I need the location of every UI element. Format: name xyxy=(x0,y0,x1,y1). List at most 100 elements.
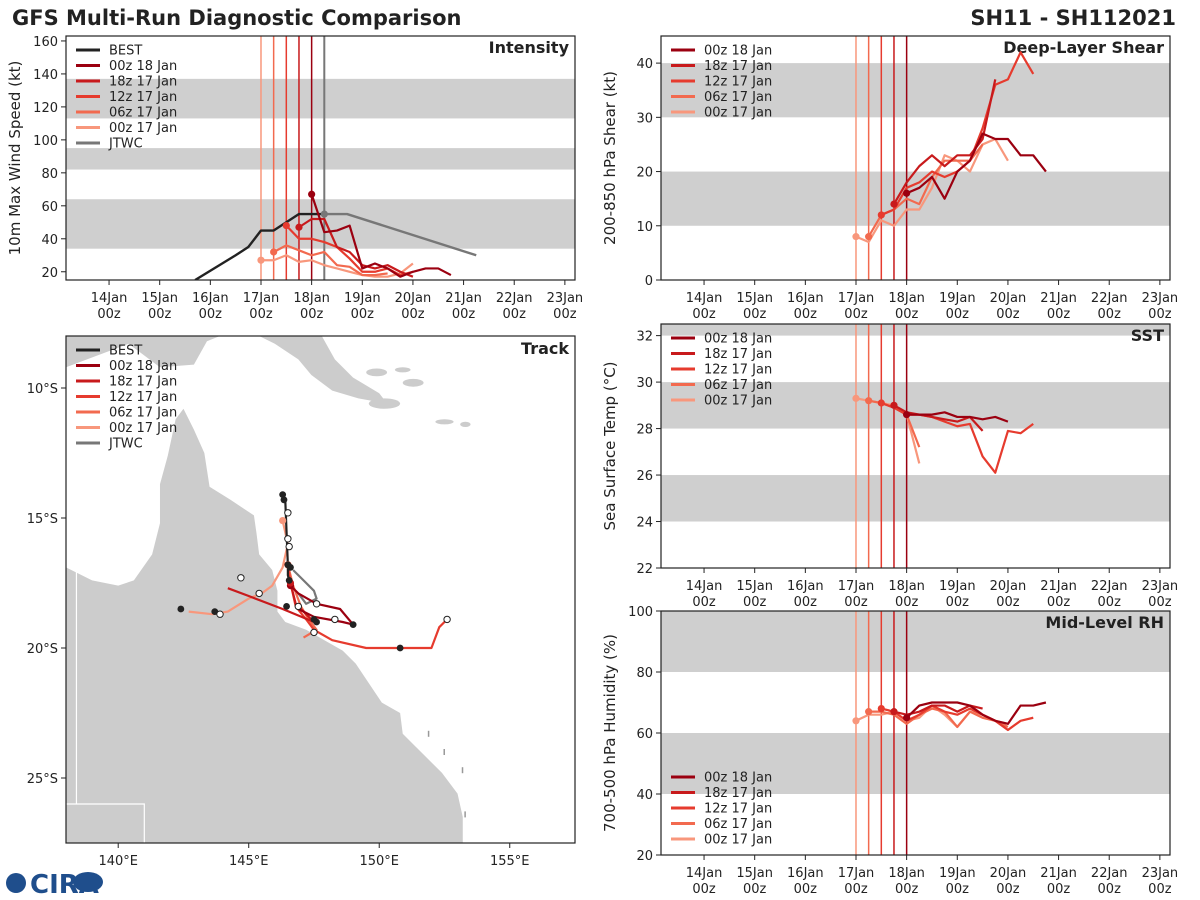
run-start-point xyxy=(903,189,911,197)
x-tick-label-hour: 00z xyxy=(692,882,716,897)
x-tick-label-hour: 00z xyxy=(844,595,868,610)
legend-label: 18z 17 Jan xyxy=(109,375,177,390)
y-tick-label: 100 xyxy=(628,605,653,620)
x-tick-label-hour: 00z xyxy=(895,595,919,610)
lat-tick-label: 20°S xyxy=(27,642,58,657)
x-tick-label-hour: 00z xyxy=(844,307,868,322)
run-line-4 xyxy=(260,254,414,278)
x-tick-label-date: 14Jan xyxy=(91,291,128,306)
x-tick-label-date: 18Jan xyxy=(888,579,925,594)
x-tick-label-hour: 00z xyxy=(1098,595,1122,610)
x-tick-label-hour: 00z xyxy=(300,307,324,322)
legend-label: 00z 17 Jan xyxy=(704,106,772,121)
run-line-0 xyxy=(905,701,1047,725)
panel-title: SST xyxy=(1131,326,1164,345)
run-start-point xyxy=(865,397,873,405)
y-tick-label: 60 xyxy=(41,200,58,215)
legend-label: 00z 18 Jan xyxy=(109,59,177,74)
series-group xyxy=(852,701,1047,732)
legend-label: 00z 17 Jan xyxy=(704,833,772,848)
legend-label: BEST xyxy=(109,44,142,59)
x-tick-label-hour: 00z xyxy=(794,307,818,322)
island xyxy=(402,378,424,387)
x-tick-label-date: 14Jan xyxy=(686,291,723,306)
x-tick-label-hour: 00z xyxy=(1148,882,1172,897)
position-marker-open xyxy=(216,610,224,618)
x-tick-label-date: 23Jan xyxy=(547,291,584,306)
x-tick-label-date: 22Jan xyxy=(1091,291,1128,306)
x-tick-label-hour: 00z xyxy=(452,307,476,322)
x-tick-label-hour: 00z xyxy=(692,307,716,322)
shade-band xyxy=(66,78,575,119)
x-tick-label-hour: 00z xyxy=(996,595,1020,610)
lat-tick-label: 15°S xyxy=(27,512,58,527)
plot-frame xyxy=(660,35,1171,281)
y-tick-label: 30 xyxy=(636,376,653,391)
run-line-0 xyxy=(906,132,1047,200)
legend-label: 00z 18 Jan xyxy=(704,332,772,347)
map-layer xyxy=(66,336,575,843)
position-marker-open xyxy=(255,589,263,598)
x-tick-label-hour: 00z xyxy=(553,307,577,322)
legend-label: JTWC xyxy=(108,437,143,452)
series-group xyxy=(852,51,1047,244)
logo-globe-icon xyxy=(6,873,26,893)
run-line-1 xyxy=(298,217,414,278)
position-marker-open xyxy=(285,542,293,551)
logo-satellite-icon xyxy=(73,872,103,892)
y-tick-label: 40 xyxy=(636,788,653,803)
position-marker-open xyxy=(284,509,292,517)
x-tick-label-date: 18Jan xyxy=(888,291,925,306)
run-start-point xyxy=(903,714,911,722)
lat-tick-label: 10°S xyxy=(27,382,58,397)
y-tick-label: 32 xyxy=(636,330,653,345)
x-tick-label-hour: 00z xyxy=(1148,595,1172,610)
x-tick-label-date: 19Jan xyxy=(939,291,976,306)
legend-label: 18z 17 Jan xyxy=(704,786,772,801)
legend-label: JTWC xyxy=(108,137,143,152)
x-tick-label-date: 23Jan xyxy=(1142,579,1179,594)
reef-speck xyxy=(443,749,445,755)
reef-speck xyxy=(461,767,464,774)
rh-panel: 20 40 60 80 100 700-500 hPa Humidity (%) 14Jan… xyxy=(601,605,1178,897)
position-marker-open xyxy=(331,615,339,624)
x-tick-label-hour: 00z xyxy=(1047,595,1071,610)
y-tick-label: 0 xyxy=(645,274,653,289)
x-tick-label-hour: 00z xyxy=(794,882,818,897)
x-tick-label-date: 20Jan xyxy=(990,866,1027,881)
y-tick-label: 60 xyxy=(636,727,653,742)
position-marker-filled xyxy=(177,605,185,613)
run-start-point xyxy=(877,399,885,407)
position-marker-open xyxy=(310,628,318,637)
island xyxy=(368,398,401,409)
run-start-point xyxy=(282,221,290,230)
x-tick-label-hour: 00z xyxy=(249,307,273,322)
run-start-point xyxy=(877,705,885,713)
new-guinea-land xyxy=(66,336,388,404)
x-tick-label-date: 16Jan xyxy=(192,291,229,306)
map-frame xyxy=(65,335,576,844)
shade-band xyxy=(661,611,1170,672)
x-tick-label-date: 23Jan xyxy=(1142,866,1179,881)
x-tick-label-hour: 00z xyxy=(996,882,1020,897)
y-tick-label: 28 xyxy=(636,423,653,438)
lon-tick-label: 140°E xyxy=(98,854,138,869)
x-tick-label-hour: 00z xyxy=(97,307,121,322)
run-start-point xyxy=(295,223,303,231)
x-tick-label-hour: 00z xyxy=(743,595,767,610)
position-marker-filled xyxy=(285,577,293,584)
run-start-point xyxy=(890,200,898,208)
x-tick-label-hour: 00z xyxy=(1047,882,1071,897)
jtwc-forecast-line xyxy=(324,212,477,257)
run-line-3 xyxy=(273,244,388,277)
legend-label: 00z 17 Jan xyxy=(109,421,177,436)
x-tick-label-hour: 00z xyxy=(996,307,1020,322)
x-tick-label-hour: 00z xyxy=(895,307,919,322)
run-start-point xyxy=(865,233,873,241)
lon-tick-label: 145°E xyxy=(229,854,269,869)
position-marker-filled xyxy=(313,618,320,626)
y-tick-label: 40 xyxy=(41,233,58,248)
